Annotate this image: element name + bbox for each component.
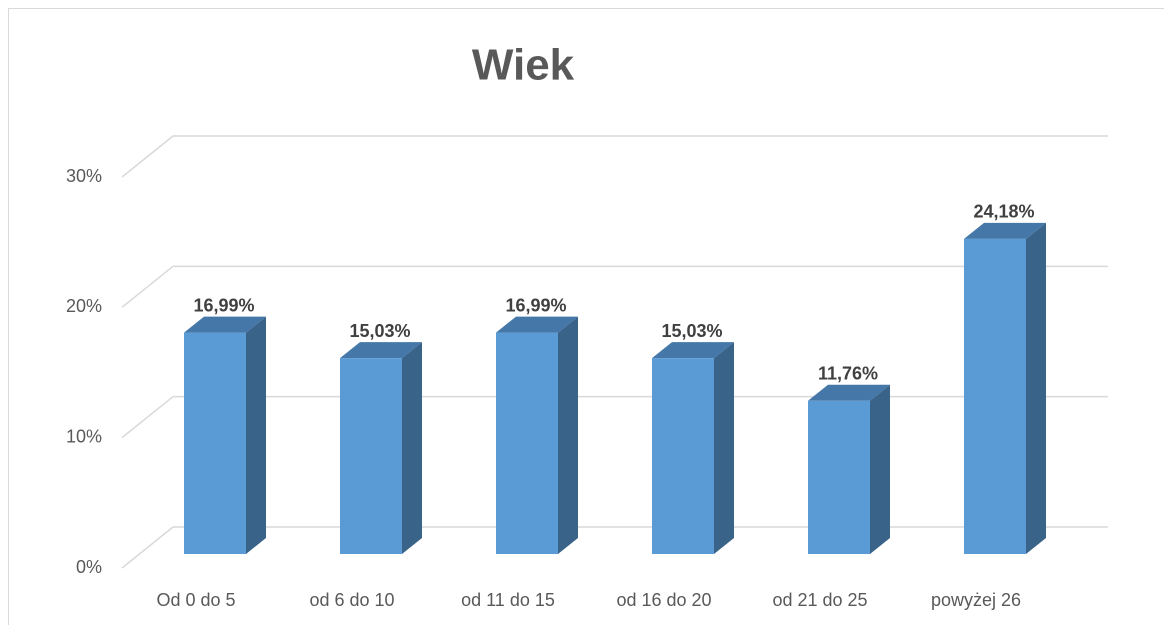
value-label: 15,03% bbox=[661, 321, 722, 341]
y-tick-label: 0% bbox=[76, 557, 102, 577]
bar bbox=[808, 400, 870, 554]
x-tick-label: powyżej 26 bbox=[931, 590, 1021, 610]
x-tick-label: Od 0 do 5 bbox=[156, 590, 235, 610]
y-tick-label: 30% bbox=[66, 166, 102, 186]
bar bbox=[184, 332, 246, 554]
bar-side bbox=[1026, 222, 1046, 554]
x-tick-label: od 11 do 15 bbox=[461, 590, 555, 610]
bar-top bbox=[340, 342, 422, 359]
y-tick-label: 20% bbox=[66, 296, 102, 316]
value-label: 16,99% bbox=[505, 295, 566, 315]
chart-title: Wiek bbox=[472, 41, 575, 90]
bar bbox=[964, 238, 1026, 554]
bar-top bbox=[964, 222, 1046, 239]
grid-diagonal bbox=[121, 396, 174, 439]
value-label: 16,99% bbox=[193, 295, 254, 315]
x-tick-label: od 6 do 10 bbox=[309, 590, 394, 610]
x-tick-label: od 21 do 25 bbox=[772, 590, 867, 610]
bar bbox=[340, 358, 402, 554]
bar-side bbox=[402, 342, 422, 554]
bar-top bbox=[808, 384, 890, 401]
chart-border bbox=[8, 8, 1164, 625]
value-label: 15,03% bbox=[349, 321, 410, 341]
bar bbox=[652, 358, 714, 554]
x-tick-label: od 16 do 20 bbox=[616, 590, 711, 610]
bar-top bbox=[184, 316, 266, 333]
y-tick-label: 10% bbox=[66, 426, 102, 446]
bar bbox=[496, 332, 558, 554]
value-label: 11,76% bbox=[818, 363, 878, 383]
grid-diagonal bbox=[121, 265, 174, 308]
bar-side bbox=[246, 316, 266, 554]
grid-diagonal bbox=[121, 135, 174, 178]
grid-diagonal bbox=[121, 526, 174, 569]
bar-top bbox=[652, 342, 734, 359]
bar-top bbox=[496, 316, 578, 333]
value-label: 24,18% bbox=[973, 202, 1034, 222]
bar-side bbox=[714, 342, 734, 554]
bar-side bbox=[870, 384, 890, 554]
bar-side bbox=[558, 316, 578, 554]
